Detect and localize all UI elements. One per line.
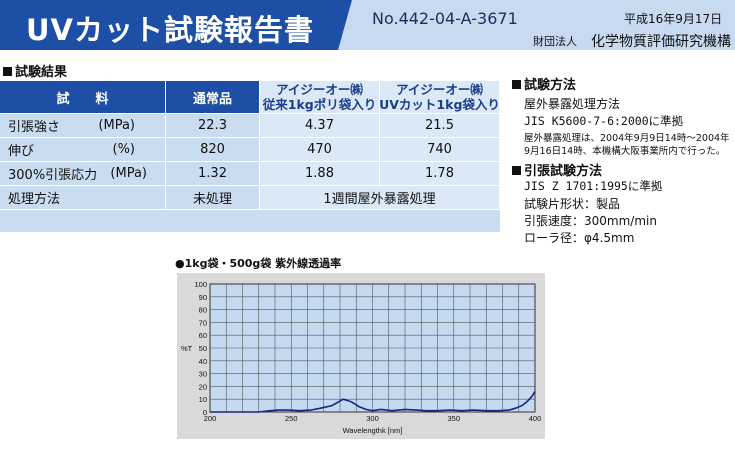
tensile-heading: 引張試験方法 — [512, 160, 602, 179]
transmittance-series-line — [210, 391, 536, 413]
row-label: 引張強さ — [8, 120, 61, 135]
table-cell-normal: 22.3 — [166, 114, 260, 138]
report-number: No.442-04-A-3671 — [372, 9, 518, 28]
table-cell-poly: 4.37 — [260, 114, 380, 138]
y-tick-label: 40 — [199, 357, 207, 366]
row-label: 300%引張応力 — [8, 168, 98, 183]
col-header-uvcut-line1: アイジーオー㈱ — [396, 82, 483, 97]
y-tick-label: 60 — [199, 331, 207, 340]
table-cell-poly: 1.88 — [260, 162, 380, 186]
table-row-label: 処理方法 — [0, 186, 166, 210]
row-label: 伸び — [8, 144, 35, 159]
y-tick-label: 100 — [194, 280, 207, 289]
table-row-label: 300%引張応力 (MPa) — [0, 162, 166, 186]
results-heading-text: 試験結果 — [15, 65, 68, 80]
tensile-line: 試験片形状：製品 — [524, 197, 621, 211]
x-axis-label: Wavelengthk [nm] — [343, 426, 403, 435]
table-cell-poly: 470 — [260, 138, 380, 162]
y-tick-label: 80 — [199, 306, 207, 315]
table-row-label: 伸び (%) — [0, 138, 166, 162]
method-heading-text: 試験方法 — [524, 78, 577, 93]
table-cell-uvcut: 740 — [380, 138, 500, 162]
header-title-band — [0, 0, 352, 50]
x-tick-label: 350 — [447, 414, 460, 423]
row-unit: (MPa) — [98, 118, 135, 133]
results-heading: 試験結果 — [3, 61, 67, 80]
x-tick-label: 400 — [529, 414, 542, 423]
table-footer-band — [0, 210, 500, 233]
report-date: 平成16年9月17日 — [624, 12, 723, 26]
col-header-uvcut: アイジーオー㈱ UVカット1kg袋入り — [379, 81, 500, 114]
organization-name: 化学物質評価研究機構 — [591, 34, 731, 50]
y-axis-label: %T — [181, 344, 193, 353]
table-cell-uvcut: 1.78 — [380, 162, 500, 186]
y-tick-label: 20 — [199, 382, 207, 391]
x-tick-label: 250 — [285, 414, 298, 423]
square-bullet-icon — [512, 80, 521, 89]
tensile-heading-text: 引張試験方法 — [524, 164, 603, 179]
chart-title: ●1kg袋・500g袋 紫外線透過率 — [175, 257, 342, 270]
table-cell-normal: 820 — [166, 138, 260, 162]
square-bullet-icon — [3, 67, 12, 76]
y-tick-label: 10 — [199, 395, 207, 404]
method-line: 屋外暴露処理方法 — [524, 97, 621, 111]
col-header-poly: アイジーオー㈱ 従来1kgポリ袋入り — [260, 81, 380, 114]
page-title: UVカット試験報告書 — [26, 13, 314, 47]
tensile-line: ローラ径：φ4.5mm — [524, 231, 635, 245]
table-cell-normal: 1.32 — [166, 162, 260, 186]
x-tick-label: 300 — [366, 414, 379, 423]
col-header-normal: 通常品 — [166, 81, 260, 114]
col-header-poly-line2: 従来1kgポリ袋入り — [262, 97, 377, 112]
row-unit: (MPa) — [110, 166, 147, 181]
y-tick-label: 50 — [199, 344, 207, 353]
y-tick-label: 0 — [203, 408, 207, 417]
transmittance-chart: 0 10 20 30 40 50 60 70 80 90 100 200 250 300 350 400 Wav… — [181, 280, 542, 435]
organization-type: 財団法人 — [533, 35, 577, 48]
x-tick-label: 200 — [204, 414, 217, 423]
table-cell-uvcut: 21.5 — [380, 114, 500, 138]
y-tick-label: 90 — [199, 293, 207, 302]
results-table: 試 料 通常品 アイジーオー㈱ 従来1kgポリ袋入り アイジーオー㈱ UVカット… — [0, 81, 500, 233]
row-unit: (%) — [112, 142, 136, 157]
header-info-band — [338, 0, 735, 50]
table-row-label: 引張強さ (MPa) — [0, 114, 166, 138]
col-header-item: 試 料 — [0, 81, 166, 114]
method-standard: JIS K5600-7-6:2000に準拠 — [524, 114, 684, 128]
square-bullet-icon — [512, 166, 521, 175]
table-cell-normal: 未処理 — [166, 186, 260, 210]
col-header-poly-line1: アイジーオー㈱ — [276, 82, 363, 97]
col-header-uvcut-line2: UVカット1kg袋入り — [379, 97, 500, 112]
tensile-line: JIS Z 1701:1995に準拠 — [524, 179, 663, 193]
method-note: 屋外暴露処理は、2004年9月9日14時〜2004年 — [524, 133, 730, 144]
y-tick-label: 30 — [199, 370, 207, 379]
y-tick-label: 70 — [199, 318, 207, 327]
method-note: 9月16日14時、本機構大阪事業所内で行った。 — [524, 146, 726, 157]
method-heading: 試験方法 — [512, 74, 576, 93]
tensile-line: 引張速度：300mm/min — [524, 214, 657, 228]
table-cell-merged: 1週間屋外暴露処理 — [260, 186, 500, 210]
